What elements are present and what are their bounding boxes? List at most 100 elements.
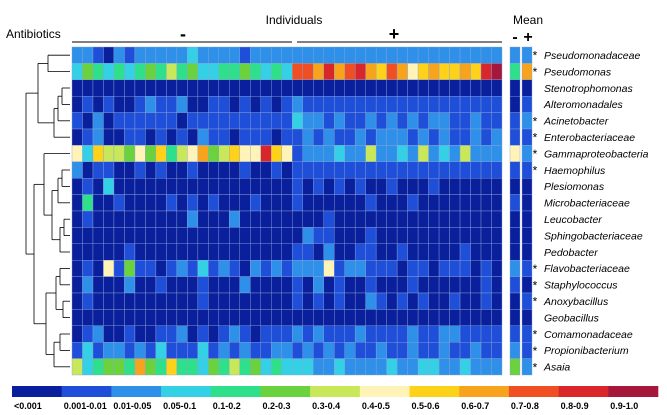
heatmap-cell [407,79,419,97]
heatmap-cell [417,46,429,64]
heatmap-cell [334,194,345,212]
heatmap-cell [375,342,387,359]
heatmap-cell [292,210,303,228]
heatmap-cell [166,95,178,113]
heatmap-cell [470,46,482,64]
legend-label: 0.5-0.6 [412,401,440,411]
heatmap-cell [417,358,429,376]
heatmap-cell [323,95,335,113]
antibiotics-label: Antibiotics [6,27,61,41]
heatmap-cell [459,276,471,294]
heatmap-cell [344,227,356,244]
heatmap-cell [250,46,261,64]
heatmap-cell [166,342,178,359]
heatmap-cell [428,63,440,81]
heatmap-cell [365,210,377,228]
taxon-label: Pseudomonadaceae [544,50,640,62]
heatmap-cell [407,227,419,244]
heatmap-cell [271,210,282,228]
legend-swatch [12,386,62,397]
heatmap-cell [292,276,303,294]
heatmap-cell [103,79,115,97]
heatmap-cell [271,161,282,179]
heatmap-cell [145,309,157,326]
heatmap-cell [281,260,293,277]
heatmap-cell [103,128,115,146]
legend-swatch [161,386,212,397]
heatmap-cell [344,79,356,97]
heatmap-cell [480,227,492,244]
heatmap-cell [449,243,461,261]
heatmap-cell [218,177,230,195]
heatmap-cell [229,227,241,244]
heatmap-cell [145,95,157,113]
heatmap-cell [470,145,482,162]
heatmap-cell [313,358,324,376]
legend-label: 0.8-0.9 [561,401,589,411]
heatmap-cell [365,79,377,97]
heatmap-cell [334,161,345,179]
heatmap-cell [71,292,83,310]
heatmap-cell [459,260,471,277]
heatmap-cell [313,227,324,244]
heatmap-cell [386,177,398,195]
heatmap-cell [375,194,387,212]
mean-cell [521,145,533,162]
heatmap-cell [354,128,366,146]
heatmap-cell [292,243,303,261]
mean-cell [509,358,521,376]
mean-cell [521,358,533,376]
heatmap-cell [271,309,282,326]
heatmap-cell [354,292,366,310]
heatmap-cell [344,95,356,113]
heatmap-cell [187,128,199,146]
heatmap-cell [113,260,125,277]
heatmap-cell [155,46,167,64]
heatmap-cell [124,112,136,130]
heatmap-cell [145,79,157,97]
heatmap-cell [459,128,471,146]
heatmap-cell [218,210,230,228]
heatmap-cell [239,95,251,113]
heatmap-cell [229,358,241,376]
heatmap-cell [417,128,429,146]
heatmap-cell [375,309,387,326]
heatmap-cell [155,161,167,179]
heatmap-cell [229,342,241,359]
heatmap-cell [197,95,209,113]
heatmap-cell [113,276,125,294]
mean-header: Mean [513,13,543,27]
color-scale-legend: <0.001 0.001-0.01 0.01-0.05 0.05-0.1 0.1-0.2… [12,386,659,411]
legend-label: <0.001 [14,401,42,411]
heatmap-cell [292,194,303,212]
legend-label: 0.05-0.1 [163,401,196,411]
heatmap-cell [250,177,261,195]
heatmap-cell [491,112,503,130]
heatmap-cell [323,145,335,162]
heatmap-cell [438,342,450,359]
heatmap-cell [302,260,314,277]
heatmap-cell [92,161,104,179]
heatmap-cell [103,161,115,179]
heatmap-cell [187,46,199,64]
heatmap-cell [166,177,178,195]
heatmap-cell [260,161,272,179]
heatmap-cell [239,128,251,146]
heatmap-cell [103,112,115,130]
heatmap-cell [145,161,157,179]
heatmap-cell [407,161,419,179]
heatmap-cell [134,342,146,359]
taxon-labels: * Pseudomonadaceae * Pseudomonas Stenotropho… [533,49,649,375]
heatmap-cell [365,46,377,64]
mean-cell [521,63,533,81]
heatmap-cell [187,79,199,97]
heatmap-cell [271,243,282,261]
heatmap-cell [145,194,157,212]
heatmap-cell [365,194,377,212]
heatmap-cell [218,243,230,261]
heatmap-cell [166,79,178,97]
heatmap-cell [396,161,408,179]
heatmap-cell [155,177,167,195]
heatmap-cell [145,46,157,64]
heatmap-cell [239,309,251,326]
